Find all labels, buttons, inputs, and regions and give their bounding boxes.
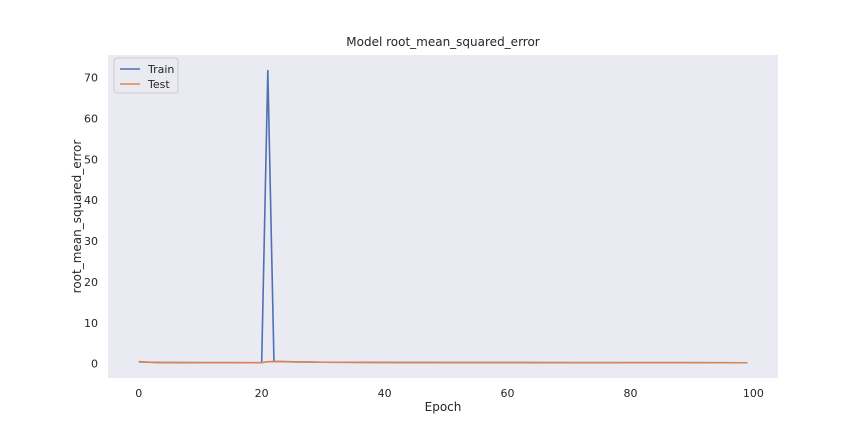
y-tick-label: 70 — [84, 71, 98, 84]
plot-area — [108, 55, 778, 378]
y-tick-label: 50 — [84, 153, 98, 166]
y-axis-ticks: 0 10 20 30 40 50 60 70 — [84, 71, 98, 370]
x-tick-label: 80 — [623, 387, 637, 400]
series-line-test — [138, 360, 748, 364]
legend-label-test: Test — [147, 78, 170, 91]
x-tick-label: 100 — [743, 387, 764, 400]
y-tick-label: 40 — [84, 194, 98, 207]
y-tick-label: 60 — [84, 112, 98, 125]
y-tick-label: 30 — [84, 235, 98, 248]
x-tick-label: 0 — [135, 387, 142, 400]
y-axis-label: root_mean_squared_error — [70, 140, 84, 294]
y-tick-label: 20 — [84, 276, 98, 289]
x-axis-label: Epoch — [425, 400, 462, 414]
legend-label-train: Train — [147, 63, 174, 76]
y-tick-label: 0 — [91, 358, 98, 371]
legend: Train Test — [113, 57, 179, 94]
x-tick-label: 40 — [378, 387, 392, 400]
x-tick-label: 60 — [501, 387, 515, 400]
series-layer — [138, 69, 748, 364]
x-axis-ticks: 0 20 40 60 80 100 — [135, 387, 764, 400]
x-tick-label: 20 — [255, 387, 269, 400]
y-tick-label: 10 — [84, 317, 98, 330]
chart-title: Model root_mean_squared_error — [346, 35, 540, 49]
